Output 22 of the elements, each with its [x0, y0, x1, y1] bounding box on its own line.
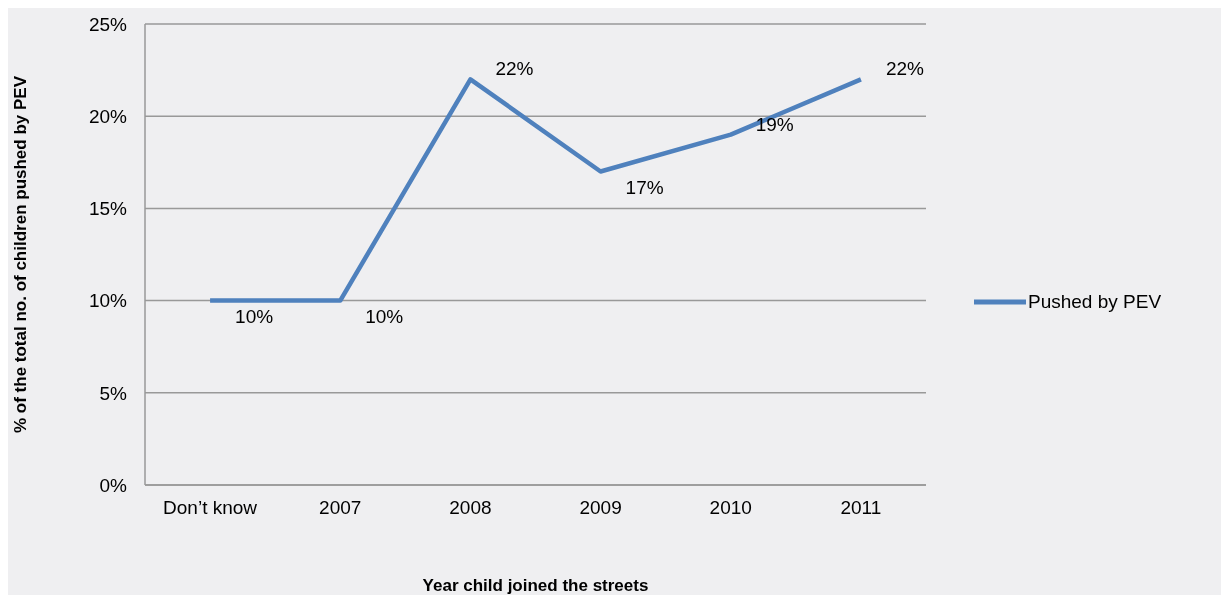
y-axis-title: % of the total no. of children pushed by PEV: [11, 75, 31, 434]
y-tick-label: 0%: [99, 474, 128, 496]
data-label: 22%: [885, 58, 925, 80]
data-label: 22%: [495, 58, 534, 80]
x-axis-title: Year child joined the streets: [422, 576, 649, 595]
x-tick-label: 2011: [840, 497, 882, 519]
y-tick-label: 10%: [88, 290, 128, 312]
y-tick-label: 25%: [88, 13, 128, 35]
x-tick-label: 2007: [319, 497, 362, 519]
x-tick-label: Don’t know: [163, 497, 258, 519]
y-tick-label: 15%: [88, 198, 128, 220]
y-tick-label: 20%: [88, 105, 128, 127]
legend-label: Pushed by PEV: [1028, 290, 1162, 313]
y-tick-label: 5%: [99, 382, 128, 404]
x-tick-label: 2008: [449, 497, 492, 519]
data-label: 19%: [755, 113, 794, 135]
data-label: 17%: [625, 176, 664, 198]
x-tick-label: 2010: [709, 497, 752, 519]
data-label: 10%: [365, 305, 404, 327]
data-label: 10%: [235, 305, 274, 327]
x-tick-label: 2009: [579, 497, 622, 519]
line-series: [207, 77, 864, 303]
